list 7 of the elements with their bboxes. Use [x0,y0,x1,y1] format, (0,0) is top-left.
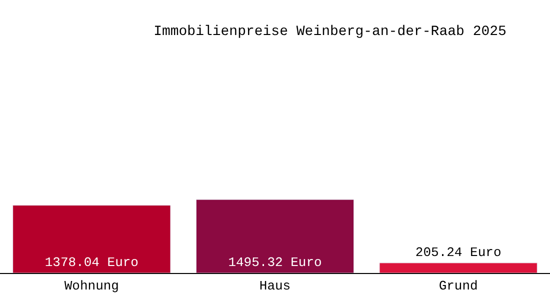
x-tick-label: Wohnung [64,278,119,294]
x-tick-label: Grund [438,278,478,294]
x-tick-label: Haus [259,278,291,294]
data-label: 1495.32 Euro [228,255,322,270]
data-label: 1378.04 Euro [44,255,138,270]
chart-title: Immobilienpreise Weinberg-an-der-Raab 2025 [154,24,506,40]
data-label: 205.24 Euro [415,244,502,260]
